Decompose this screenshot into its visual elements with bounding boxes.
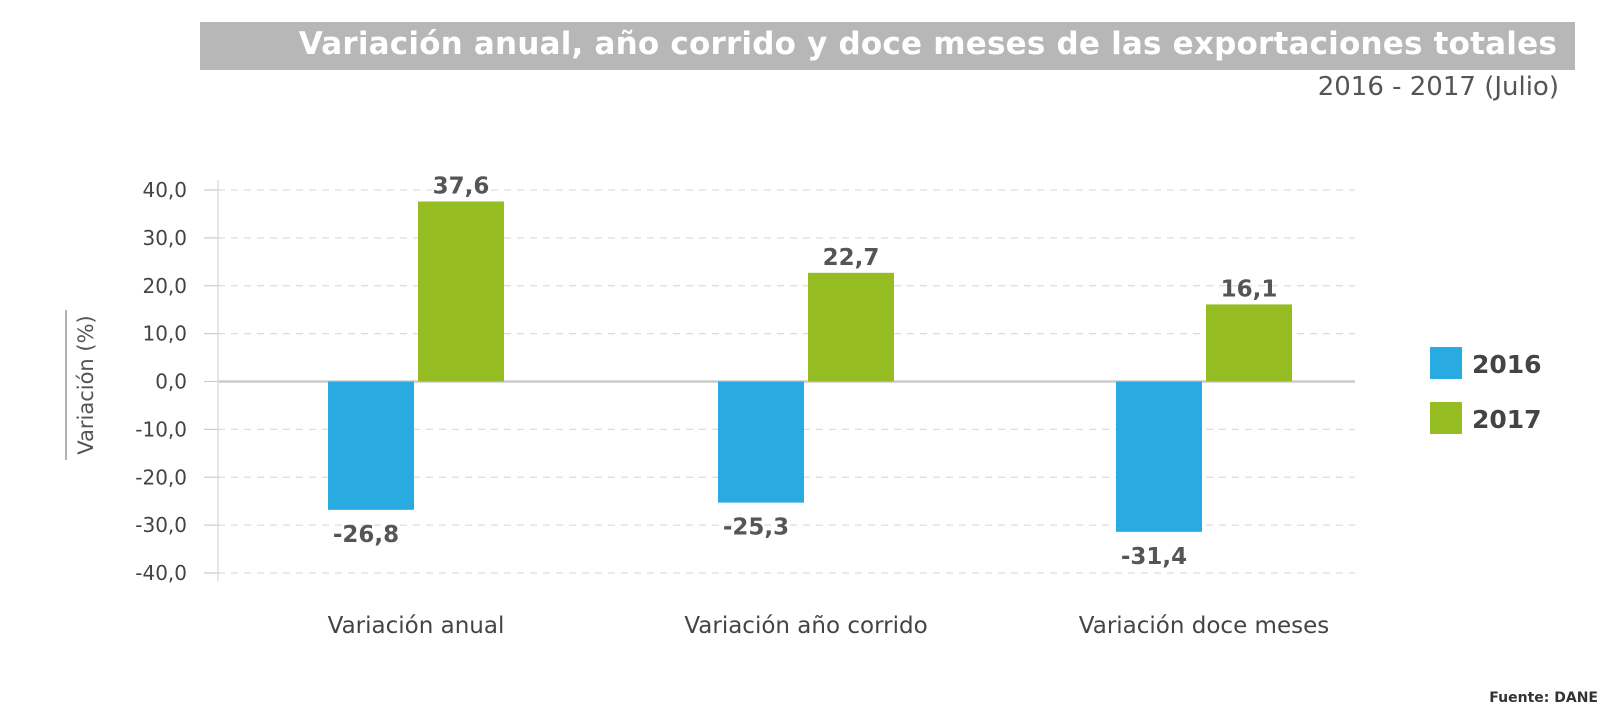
y-tick-label: 10,0	[142, 322, 187, 346]
y-tick-label: 40,0	[142, 178, 187, 202]
legend-label-2016: 2016	[1472, 350, 1542, 379]
bars	[328, 201, 1292, 532]
y-tick-label: -10,0	[135, 417, 187, 441]
bar-2017	[418, 201, 504, 382]
data-label: 16,1	[1221, 276, 1278, 302]
title-bar: Variación anual, año corrido y doce mese…	[200, 22, 1575, 70]
y-tick-label: -40,0	[135, 561, 187, 585]
legend-swatch-2016	[1430, 347, 1462, 379]
bar-2017	[808, 272, 894, 382]
data-label: -31,4	[1121, 544, 1187, 570]
legend: 2016 2017	[1430, 347, 1542, 434]
bar-2017	[1206, 304, 1292, 382]
legend-swatch-2017	[1430, 402, 1462, 434]
source-note: Fuente: DANE	[1489, 690, 1598, 706]
category-label: Variación año corrido	[684, 613, 927, 639]
category-labels: Variación anual Variación año corrido Vari…	[328, 613, 1330, 639]
chart-subtitle: 2016 - 2017 (Julio)	[1317, 72, 1559, 102]
y-tick-label: 20,0	[142, 274, 187, 298]
category-label: Variación doce meses	[1079, 613, 1329, 639]
bar-2016	[718, 381, 804, 503]
y-axis-title-group: Variación (%)	[65, 310, 98, 460]
y-tick-label: -20,0	[135, 465, 187, 489]
chart-title: Variación anual, año corrido y doce mese…	[298, 26, 1557, 62]
y-axis: 40,0 30,0 20,0 10,0 0,0 -10,0 -20,0 -30,0 -40,0	[135, 178, 219, 585]
data-label: 37,6	[433, 173, 490, 199]
y-axis-title: Variación (%)	[74, 315, 98, 455]
bar-2016	[328, 381, 414, 510]
data-label: 22,7	[823, 245, 880, 271]
legend-label-2017: 2017	[1472, 405, 1542, 434]
y-tick-label: -30,0	[135, 513, 187, 537]
data-labels: -26,8 37,6 -25,3 22,7 -31,4 16,1	[333, 173, 1278, 569]
y-tick-label: 0,0	[155, 370, 187, 394]
category-label: Variación anual	[328, 613, 505, 639]
y-tick-label: 30,0	[142, 226, 187, 250]
data-label: -26,8	[333, 522, 399, 548]
bar-2016	[1116, 381, 1202, 532]
data-label: -25,3	[723, 515, 789, 541]
